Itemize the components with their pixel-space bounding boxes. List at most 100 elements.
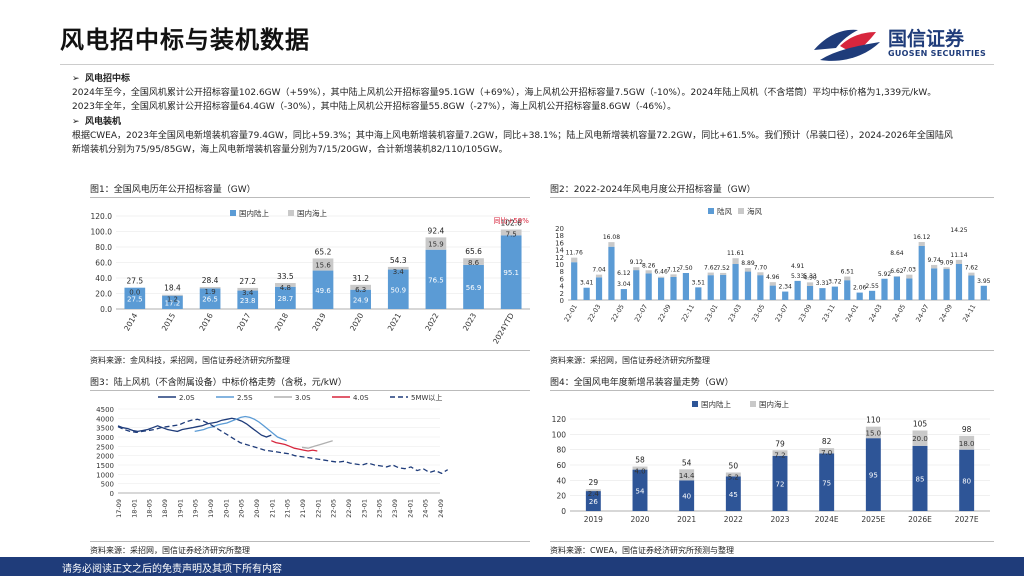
data-label-offshore: 4.8 bbox=[280, 284, 291, 292]
data-label: 6.62 bbox=[890, 268, 904, 275]
data-label-onshore: 45 bbox=[729, 491, 738, 499]
bar-offshore bbox=[350, 284, 371, 290]
bar-offshore bbox=[931, 264, 938, 269]
bar-onshore bbox=[679, 480, 695, 511]
x-tick-label: 19-01 bbox=[176, 499, 184, 518]
data-label-offshore: 7.2 bbox=[774, 451, 785, 459]
data-label: 7.50 bbox=[679, 265, 693, 272]
bar-offshore bbox=[679, 469, 695, 481]
data-label-total: 65.2 bbox=[315, 247, 332, 256]
bullet-heading-text: 风电装机 bbox=[85, 116, 122, 127]
y-tick-label: 4000 bbox=[96, 415, 114, 423]
bar-onshore bbox=[500, 235, 522, 309]
data-label: 2.34 bbox=[779, 284, 793, 291]
logo-text-cn: 国信证券 bbox=[888, 28, 965, 50]
data-label-total: 92.4 bbox=[428, 226, 445, 235]
x-tick-label: 24-09 bbox=[437, 499, 445, 518]
data-label-onshore: 80 bbox=[962, 477, 971, 485]
bar-offshore bbox=[772, 450, 788, 456]
bar-onshore bbox=[682, 273, 690, 300]
data-label: 9.09 bbox=[940, 259, 954, 266]
bar-onshore bbox=[769, 285, 776, 300]
annotation-label: 同比+59% bbox=[493, 216, 529, 225]
bar-offshore bbox=[500, 229, 522, 236]
x-tick-label: 24-01 bbox=[406, 499, 414, 518]
x-tick-label: 2027E bbox=[955, 515, 979, 524]
x-tick-label: 24-05 bbox=[422, 499, 430, 518]
bar-onshore bbox=[124, 287, 146, 309]
x-tick-label: 2020 bbox=[630, 515, 649, 524]
bar-onshore bbox=[585, 491, 601, 511]
bar-onshore bbox=[387, 269, 409, 309]
x-tick-label: 22-09 bbox=[656, 303, 672, 323]
bar-onshore bbox=[757, 275, 764, 300]
x-tick-label: 20-09 bbox=[253, 499, 261, 518]
data-label-onshore: 56.9 bbox=[466, 284, 482, 292]
data-label: 16.08 bbox=[603, 234, 620, 241]
data-label-offshore: 8.6 bbox=[468, 259, 480, 267]
x-tick-label: 22-01 bbox=[314, 499, 322, 518]
bar-onshore bbox=[707, 275, 714, 300]
bar-offshore bbox=[657, 276, 665, 278]
x-tick-label: 24-01 bbox=[844, 303, 860, 323]
bar-offshore bbox=[275, 283, 296, 287]
page-footer: 请务必阅读正文之后的免责声明及其项下所有内容 bbox=[0, 557, 1024, 576]
y-tick-label: 1000 bbox=[96, 471, 114, 479]
data-label-extra: 4.91 bbox=[791, 263, 805, 270]
bullet-paragraph: 2024年至今，全国风机累计公开招标容量102.6GW（+59%），其中陆上风机… bbox=[72, 88, 937, 99]
bar-onshore bbox=[844, 280, 851, 300]
logo-text-en: GUOSEN SECURITIES bbox=[888, 49, 987, 58]
y-tick-label: 14 bbox=[555, 247, 564, 255]
bullet-heading-install: ➢ 风电装机 bbox=[72, 115, 1012, 129]
x-tick-label: 17-09 bbox=[115, 499, 123, 518]
y-tick-label: 18 bbox=[555, 232, 564, 240]
data-label-offshore: 1.9 bbox=[205, 288, 216, 296]
data-label: 2.06 bbox=[853, 285, 867, 292]
logo-mark-icon bbox=[814, 29, 880, 61]
data-label: 7.12 bbox=[667, 266, 681, 273]
bar-onshore bbox=[893, 276, 901, 300]
bar-offshore bbox=[757, 272, 764, 276]
figure-1: 图1：全国风电历年公开招标容量（GW） 0.0 20.0 40.0 60.0 80.0 1… bbox=[90, 182, 530, 372]
data-label-offshore: 3.4 bbox=[393, 268, 405, 276]
bar-onshore bbox=[312, 270, 334, 309]
x-tick-label: 22-05 bbox=[609, 303, 625, 323]
x-tick-label: 2021 bbox=[386, 311, 403, 332]
bar-offshore bbox=[943, 267, 950, 270]
x-tick-label: 23-09 bbox=[391, 499, 399, 518]
legend-label: 国内陆上 bbox=[239, 208, 269, 218]
figure-4: 图4：全国风电年度新增吊装容量走势（GW） 0 20 40 60 80 100 120 国内陆… bbox=[550, 375, 994, 555]
data-label-total: 98 bbox=[962, 425, 972, 434]
bar-onshore bbox=[571, 262, 578, 300]
data-label-offshore: 2.4 bbox=[588, 490, 600, 498]
bar-offshore bbox=[595, 274, 603, 278]
data-label-total: 27.5 bbox=[126, 277, 143, 286]
series-line-4.0S bbox=[271, 440, 318, 452]
y-tick-label: 1500 bbox=[96, 462, 114, 470]
data-label-total: 54 bbox=[682, 458, 692, 467]
bar-offshore bbox=[844, 276, 851, 281]
bar-offshore bbox=[906, 274, 913, 279]
y-tick-label: 100.0 bbox=[91, 228, 113, 237]
bar-onshore bbox=[732, 264, 739, 300]
bar-onshore bbox=[583, 287, 590, 300]
legend-label: 海风 bbox=[747, 206, 762, 216]
legend-label: 国内海上 bbox=[759, 399, 789, 409]
x-tick-label: 2024YTD bbox=[491, 311, 516, 345]
bar-onshore bbox=[865, 438, 881, 511]
legend-label: 4.0S bbox=[353, 394, 369, 402]
figure-source-rule bbox=[550, 541, 994, 542]
x-tick-label: 2016 bbox=[197, 311, 214, 332]
y-tick-label: 0.0 bbox=[100, 305, 112, 314]
bar-onshore bbox=[955, 264, 963, 300]
chart-1: 0.0 20.0 40.0 60.0 80.0 100.0 120.0 国内陆上 国内海上 27.… bbox=[91, 208, 530, 345]
data-label-offshore: 3.4 bbox=[242, 289, 254, 297]
x-tick-label: 22-01 bbox=[563, 303, 579, 323]
figure-source-rule bbox=[550, 350, 994, 351]
data-label-offshore: 15.9 bbox=[428, 241, 444, 249]
data-label-onshore: 95 bbox=[869, 472, 878, 480]
bullet-heading-text: 风电招中标 bbox=[85, 74, 131, 84]
x-tick-label: 2018 bbox=[273, 311, 290, 332]
x-tick-label: 24-09 bbox=[938, 303, 954, 323]
